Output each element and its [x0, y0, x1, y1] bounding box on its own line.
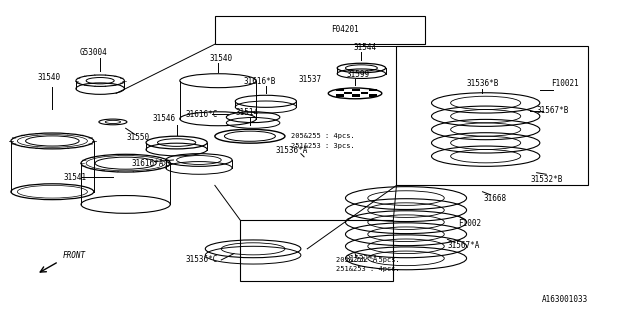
- Text: 251&253 : 4pcs.: 251&253 : 4pcs.: [336, 267, 399, 272]
- Bar: [353, 89, 360, 92]
- Text: 31540: 31540: [38, 73, 61, 82]
- Text: 31567*B: 31567*B: [536, 106, 569, 115]
- Text: F1002: F1002: [458, 219, 481, 228]
- Text: F04201: F04201: [332, 25, 360, 35]
- Text: 31541: 31541: [63, 173, 86, 182]
- Text: 31546: 31546: [152, 114, 175, 123]
- Text: 31532*A: 31532*A: [345, 255, 378, 264]
- Text: 31537: 31537: [299, 75, 322, 84]
- Text: 205&255 : 4pcs.: 205&255 : 4pcs.: [291, 133, 355, 139]
- Text: 31668: 31668: [484, 194, 507, 203]
- Bar: [361, 92, 369, 94]
- Text: A163001033: A163001033: [541, 295, 588, 304]
- Text: 31540: 31540: [210, 54, 233, 63]
- Text: FRONT: FRONT: [63, 251, 86, 260]
- Text: G53004: G53004: [80, 48, 108, 57]
- Text: F10021: F10021: [552, 79, 579, 88]
- Bar: [369, 94, 377, 97]
- Bar: [344, 92, 352, 94]
- Bar: [369, 89, 377, 92]
- Text: 31536*A: 31536*A: [275, 146, 307, 155]
- Text: 31616*C: 31616*C: [186, 109, 218, 118]
- Text: 31616*A: 31616*A: [132, 159, 164, 168]
- Text: 31514: 31514: [235, 108, 259, 117]
- Text: 205&255 : 5pcs.: 205&255 : 5pcs.: [336, 257, 399, 263]
- Text: 31536*B: 31536*B: [467, 79, 499, 88]
- Text: 31616*B: 31616*B: [243, 77, 276, 86]
- Bar: [353, 94, 360, 97]
- Text: 31544: 31544: [353, 43, 376, 52]
- FancyBboxPatch shape: [215, 16, 425, 44]
- Text: 31550: 31550: [127, 133, 150, 142]
- Bar: [336, 94, 344, 97]
- Text: 251&253 : 3pcs.: 251&253 : 3pcs.: [291, 143, 355, 149]
- Text: 31567*A: 31567*A: [447, 241, 479, 250]
- Text: 31536*C: 31536*C: [186, 255, 218, 264]
- Bar: [336, 89, 344, 92]
- Text: 31599: 31599: [347, 70, 370, 79]
- Text: 31532*B: 31532*B: [530, 174, 563, 184]
